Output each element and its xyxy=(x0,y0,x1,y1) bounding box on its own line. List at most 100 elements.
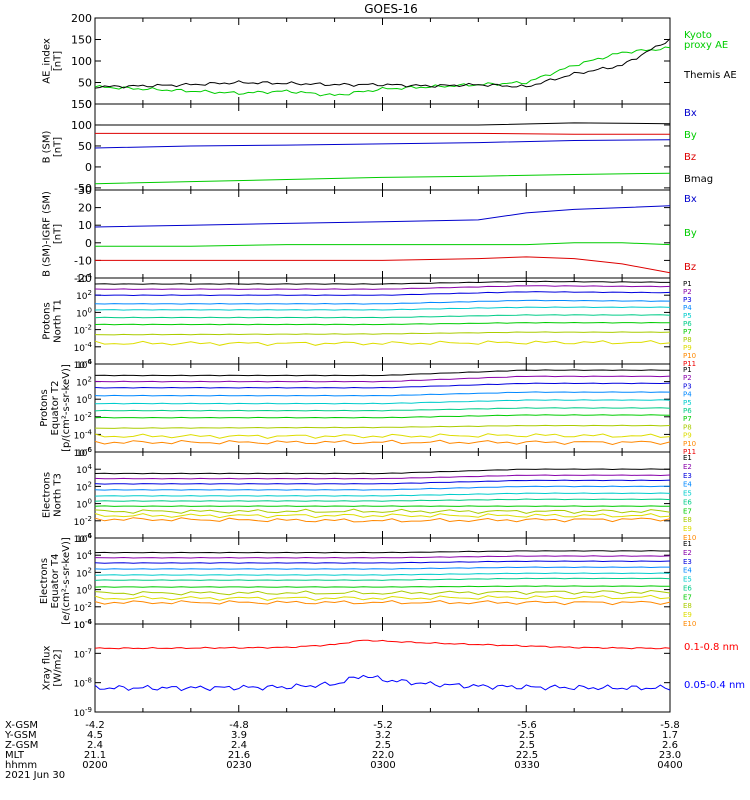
channel-line xyxy=(94,508,671,514)
x-tick-value: 1.7 xyxy=(662,730,678,741)
channel-label: P8 xyxy=(683,336,692,344)
channel-line xyxy=(94,492,671,497)
x-tick-value: 2.6 xyxy=(662,740,678,751)
channel-line xyxy=(94,433,671,439)
y-tick-label: 10-4 xyxy=(74,428,93,441)
x-tick-value: 23.0 xyxy=(659,750,681,761)
x-tick-value: 2.4 xyxy=(231,740,247,751)
channel-label: P9 xyxy=(683,432,692,440)
channel-line xyxy=(94,424,671,429)
y-axis-label: [p/(cm²-s-sr-keV)] xyxy=(61,364,72,452)
channel-label: P8 xyxy=(683,423,692,431)
channel-line xyxy=(94,505,670,507)
x-tick-value: 21.6 xyxy=(228,750,250,761)
channel-line xyxy=(94,468,670,475)
channel-label: E10 xyxy=(683,620,696,628)
channel-label: E2 xyxy=(683,549,692,557)
y-tick-label: 10-4 xyxy=(74,341,93,354)
channel-label: E5 xyxy=(683,576,692,584)
x-tick-value: -5.2 xyxy=(373,720,393,731)
panel-frame xyxy=(94,451,671,539)
y-tick-label: 0 xyxy=(85,161,92,174)
channel-line xyxy=(94,340,671,347)
series-line xyxy=(95,242,671,247)
channel-line xyxy=(94,331,671,336)
legend-entry: Bz xyxy=(684,152,696,163)
y-tick-label: 150 xyxy=(71,34,92,47)
channel-label: E9 xyxy=(683,525,692,533)
channel-label: P7 xyxy=(683,328,692,336)
x-tick-value: 22.0 xyxy=(372,750,394,761)
x-row-label: Z-GSM xyxy=(5,740,38,751)
channel-line xyxy=(94,407,671,412)
panel-xray: 10-9 10-8 10-7 10-6 Xray flux [W/m2] 0.1-0.8 n… xyxy=(42,618,746,719)
channel-label: E2 xyxy=(683,463,692,471)
series-line xyxy=(94,674,671,692)
x-tick-value: 22.5 xyxy=(516,750,538,761)
channel-label: E6 xyxy=(683,584,692,592)
channel-label: P5 xyxy=(683,312,692,320)
channel-label: E9 xyxy=(683,611,692,619)
legend-entry: Bmag xyxy=(684,174,713,185)
channel-label: E4 xyxy=(683,481,692,489)
legend-entry: By xyxy=(684,130,697,141)
y-axis-label: Electrons xyxy=(39,558,50,604)
channel-label: P10 xyxy=(683,352,696,360)
channel-label: P5 xyxy=(683,399,692,407)
x-axis-labels: X-GSMY-GSMZ-GSMMLThhmm-4.24.52.421.10200… xyxy=(4,720,683,781)
y-tick-label: 20 xyxy=(78,202,92,215)
y-tick-label: 30 xyxy=(78,184,92,197)
series-line xyxy=(94,639,671,650)
channel-label: E1 xyxy=(683,454,692,462)
y-axis-label: Protons xyxy=(42,302,53,339)
channel-line xyxy=(94,517,671,523)
y-tick-label: 150 xyxy=(71,98,92,111)
y-tick-label: 200 xyxy=(71,12,92,25)
channel-label: E7 xyxy=(683,593,692,601)
y-tick-label: 104 xyxy=(76,549,92,562)
channel-label: P1 xyxy=(683,366,692,374)
y-axis-label: [nT] xyxy=(53,224,64,244)
channel-line xyxy=(94,291,671,297)
channel-line xyxy=(94,439,671,446)
y-tick-label: 104 xyxy=(76,463,92,476)
channel-label: P10 xyxy=(683,440,696,448)
series-line xyxy=(94,38,671,89)
channel-label: P1 xyxy=(683,280,692,288)
panel-igrf: -20 -10 0 10 20 30 B (SM)-IGRF (SM) [nT] Bx By Bz xyxy=(42,184,697,285)
channel-line xyxy=(94,555,671,559)
channel-line xyxy=(94,375,671,383)
channel-line xyxy=(94,321,670,326)
y-tick-label: 102 xyxy=(76,480,92,493)
channel-line xyxy=(94,600,671,606)
x-tick-value: 2.4 xyxy=(87,740,103,751)
x-tick-value: 0300 xyxy=(370,760,395,771)
x-tick-value: 3.2 xyxy=(375,730,391,741)
legend-entry: Bz xyxy=(684,262,696,273)
channel-line xyxy=(94,498,671,502)
y-axis-label: Xray flux xyxy=(42,646,53,691)
channel-line xyxy=(94,566,670,570)
y-tick-label: 50 xyxy=(78,77,92,90)
channel-label: P3 xyxy=(683,382,692,390)
channel-line xyxy=(94,577,671,581)
legend-entry: Bx xyxy=(684,108,697,119)
series-line xyxy=(95,256,671,274)
channel-line xyxy=(94,594,671,601)
x-tick-value: 2.5 xyxy=(519,730,535,741)
x-tick-value: -5.8 xyxy=(660,720,680,731)
y-tick-label: -20 xyxy=(74,272,92,285)
y-tick-label: 100 xyxy=(76,393,92,406)
channel-line xyxy=(94,414,671,419)
channel-line xyxy=(94,560,671,564)
x-row-label: Y-GSM xyxy=(4,730,37,741)
channel-label: E4 xyxy=(683,567,692,575)
channel-label: P2 xyxy=(683,288,692,296)
panel-frame xyxy=(94,189,671,279)
channel-label: P7 xyxy=(683,415,692,423)
y-axis-label: B (SM) xyxy=(42,130,53,163)
y-tick-label: 10-9 xyxy=(74,706,92,719)
channel-line xyxy=(94,369,671,377)
x-tick-value: 0200 xyxy=(82,760,107,771)
